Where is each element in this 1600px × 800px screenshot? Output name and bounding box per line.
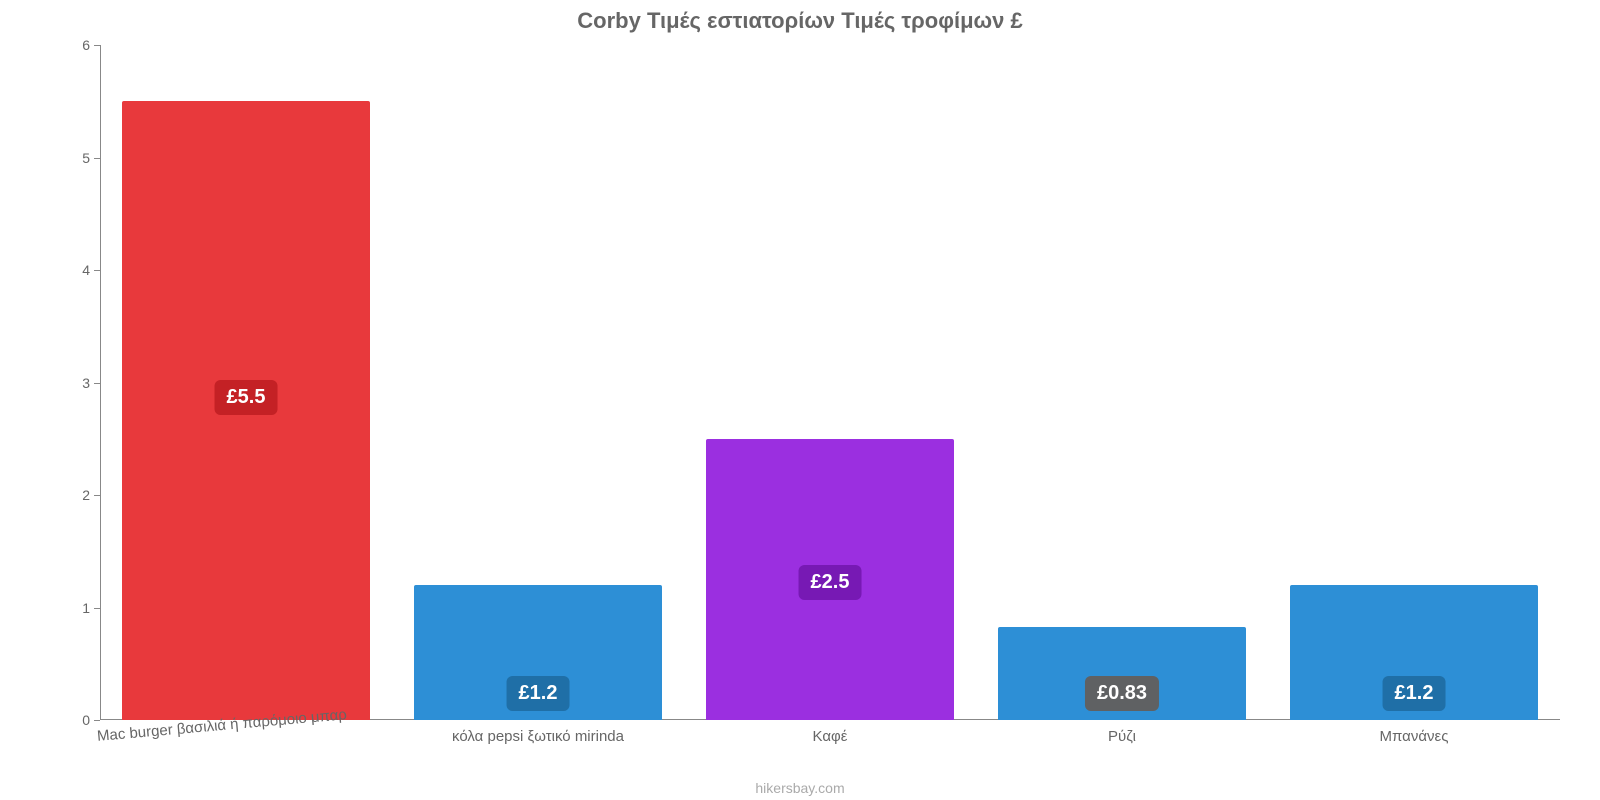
x-axis-label: Καφέ xyxy=(813,720,848,745)
bar-value-label: £2.5 xyxy=(799,565,862,600)
bar: £1.2 xyxy=(1290,585,1538,720)
bars-group: £5.5 £1.2 £2.5 £0.83 £1.2 xyxy=(100,45,1560,720)
plot-area: 0123456 £5.5£1.2£2.5£0.83£1.2 Mac burger… xyxy=(100,45,1560,720)
bar-value-label: £5.5 xyxy=(215,380,278,415)
bar-value-label: £1.2 xyxy=(1383,676,1446,711)
bar: £2.5 xyxy=(706,439,954,720)
bar: £0.83 xyxy=(998,627,1246,720)
chart-container: Corby Τιμές εστιατορίων Τιμές τροφίμων £… xyxy=(0,0,1600,800)
attribution-text: hikersbay.com xyxy=(0,780,1600,796)
bar: £1.2 xyxy=(414,585,662,720)
bar-value-label: £1.2 xyxy=(507,676,570,711)
x-axis-label: κόλα pepsi ξωτικό mirinda xyxy=(452,720,624,745)
bar-value-label: £0.83 xyxy=(1085,676,1159,711)
x-axis-label: Ρύζι xyxy=(1108,720,1136,745)
chart-title: Corby Τιμές εστιατορίων Τιμές τροφίμων £ xyxy=(0,8,1600,34)
x-axis-label: Μπανάνες xyxy=(1380,720,1449,745)
bar: £5.5 xyxy=(122,101,370,720)
